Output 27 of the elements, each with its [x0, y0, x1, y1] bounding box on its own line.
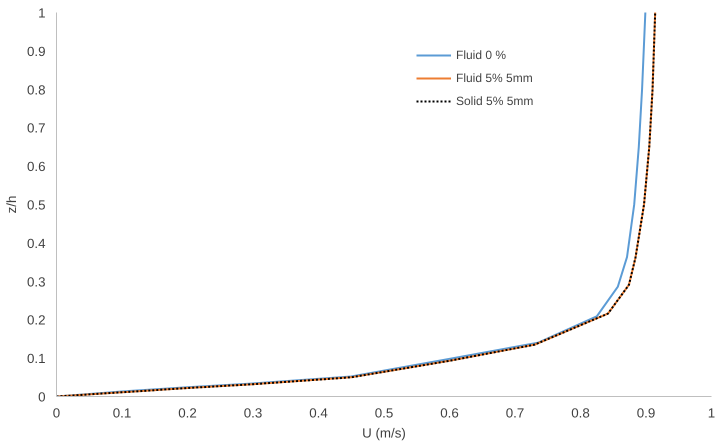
x-axis-title: U (m/s) [362, 426, 406, 440]
legend-label: Solid 5% 5mm [456, 94, 534, 108]
y-tick-label: 0.6 [26, 159, 46, 174]
x-tick-label: 0.7 [506, 406, 524, 420]
y-tick-label: 0.3 [26, 274, 46, 290]
x-tick-label: 0.6 [440, 406, 459, 420]
y-tick-label: 0.5 [26, 198, 46, 212]
x-tick-label: 0 [52, 406, 60, 420]
y-axis-title: z/h [4, 196, 19, 214]
y-tick-label: 1 [38, 6, 46, 20]
y-tick-label: 0.2 [26, 312, 46, 328]
y-tick-label: 0.1 [26, 351, 46, 366]
x-tick-label: 0.5 [374, 406, 394, 420]
x-tick-label: 0.8 [571, 406, 590, 420]
x-tick-label: 1 [708, 406, 716, 420]
y-tick-label: 0 [38, 390, 46, 404]
legend-label: Fluid 5% 5mm [456, 71, 533, 85]
x-tick-label: 0.3 [244, 406, 262, 420]
x-tick-label: 0.4 [309, 406, 328, 420]
x-tick-label: 0.9 [636, 406, 656, 420]
y-tick-label: 0.7 [26, 120, 46, 136]
x-tick-label: 0.2 [178, 406, 197, 420]
legend-label: Fluid 0 % [456, 48, 506, 62]
y-tick-label: 0.8 [26, 82, 46, 98]
y-tick-label: 0.9 [26, 44, 46, 59]
x-tick-label: 0.1 [112, 406, 132, 420]
y-tick-label: 0.4 [26, 236, 46, 251]
